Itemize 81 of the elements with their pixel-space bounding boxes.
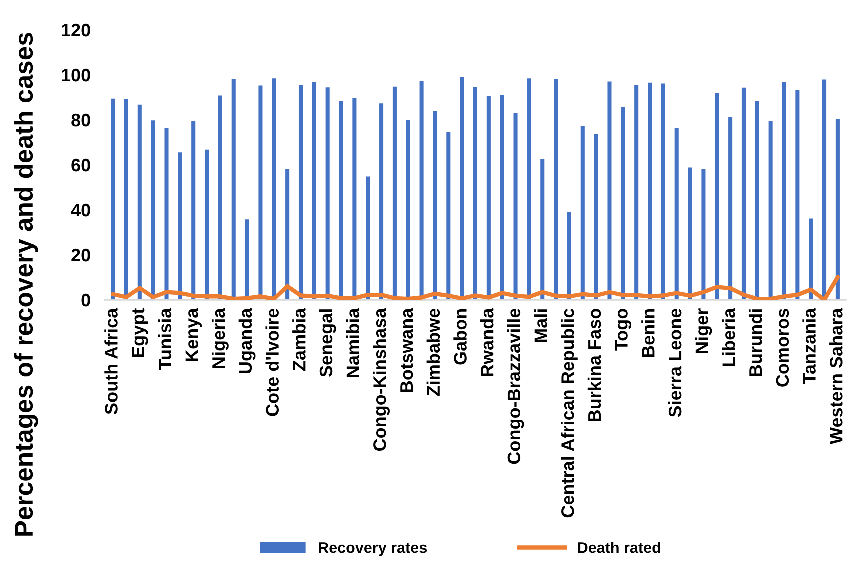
y-tick-label: 80	[72, 114, 90, 127]
bar	[178, 152, 182, 300]
bar	[728, 117, 733, 300]
bar	[433, 111, 438, 300]
bar	[674, 128, 679, 300]
x-tick-label: Western Sahara	[830, 308, 843, 444]
x-tick-label: Kenya	[186, 308, 202, 362]
x-tick-label: Egypt	[132, 308, 148, 358]
bar	[326, 88, 330, 300]
bar	[621, 107, 626, 300]
y-axis-title: Percentages of recovery and death cases	[14, 33, 38, 536]
x-tick-label: Togo	[615, 309, 632, 351]
bar	[111, 98, 116, 300]
bar	[138, 104, 142, 300]
x-tick-label: Namibia	[346, 308, 360, 378]
x-tick-label: Uganda	[238, 308, 256, 374]
x-tick-label: Central African Republic	[561, 308, 578, 518]
x-tick-label: Mali	[534, 310, 548, 342]
bar	[608, 82, 612, 300]
bar	[380, 104, 384, 300]
x-tick-label: Gabon	[454, 309, 467, 365]
bar	[298, 85, 304, 300]
x-tick-label: Benin	[642, 309, 655, 358]
x-tick-label: Niger	[695, 308, 712, 354]
x-tick-label: Zimbabwe	[426, 308, 440, 396]
y-tick-label: 100	[62, 68, 90, 82]
x-tick-label: Burkina Faso	[588, 309, 602, 422]
bar	[473, 87, 478, 300]
bar	[540, 159, 545, 300]
bar	[648, 82, 652, 300]
bar	[688, 168, 692, 300]
bar	[634, 85, 639, 300]
y-tick-label: 60	[72, 158, 90, 172]
bar	[446, 132, 451, 300]
bar	[164, 128, 169, 300]
bar	[836, 119, 840, 300]
bar	[205, 150, 210, 300]
x-tick-label: South Africa	[104, 308, 118, 414]
x-tick-label: Sierra Leone	[668, 308, 682, 418]
x-tick-label: Comoros	[776, 309, 790, 387]
legend-label: Recovery rates	[319, 542, 427, 556]
bar	[151, 120, 156, 300]
bar	[312, 82, 316, 300]
bar	[500, 95, 504, 300]
x-tick-label: Cote d'Ivoire	[266, 308, 279, 416]
x-tick-label: Zambia	[292, 308, 306, 372]
bar	[702, 169, 706, 300]
x-tick-label: Tunisia	[158, 308, 172, 370]
bar	[554, 80, 558, 300]
x-tick-label: Liberia	[722, 308, 736, 366]
bar	[218, 96, 222, 300]
x-tick-label: Rwanda	[480, 308, 494, 376]
bar	[580, 126, 585, 300]
bar	[782, 82, 786, 300]
x-tick-label: Botswana	[400, 308, 414, 392]
bar	[366, 176, 370, 300]
line-series	[110, 275, 840, 300]
y-tick-label: 20	[72, 248, 90, 262]
x-tick-label: Nigeria	[212, 308, 229, 368]
bar	[594, 134, 598, 300]
bar	[661, 84, 666, 300]
x-tick-label: Congo-Kinshasa	[373, 308, 390, 452]
bar	[567, 212, 572, 300]
bar	[796, 90, 800, 300]
x-tick-label: Tanzania	[802, 308, 816, 384]
bar	[742, 88, 746, 300]
legend-label: Death rated	[578, 542, 660, 554]
bar	[514, 113, 518, 300]
x-tick-label: Congo-Brazzaville	[507, 308, 524, 464]
x-tick-label: Burundi	[748, 310, 762, 376]
bar	[258, 86, 263, 300]
bar	[286, 170, 290, 300]
bar	[715, 93, 720, 300]
y-tick-label: 0	[82, 294, 90, 307]
y-tick-label: 40	[71, 204, 90, 217]
bar	[124, 100, 128, 300]
bar	[809, 218, 814, 300]
y-tick-label: 120	[62, 24, 90, 37]
bar	[192, 121, 196, 300]
x-tick-label: Senegal	[319, 310, 336, 378]
bar	[527, 78, 532, 300]
